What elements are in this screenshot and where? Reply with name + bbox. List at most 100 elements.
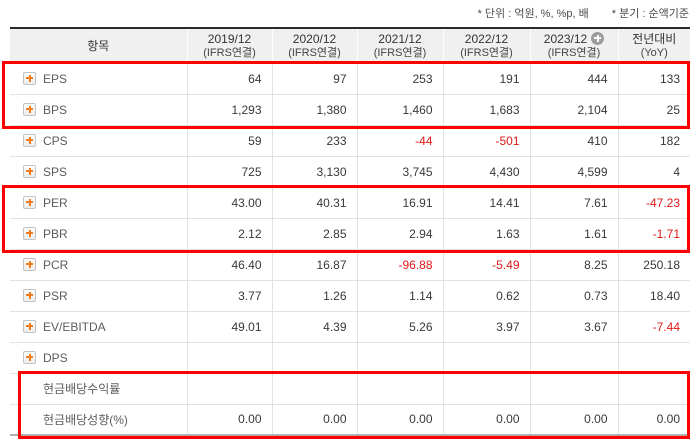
cell: 0.00 (529, 404, 618, 435)
column-header-2021: 2021/12 (IFRS연결) (356, 28, 443, 64)
column-header-2023: 2023/12 (IFRS연결) (529, 28, 618, 64)
expand-row-plus-icon[interactable] (23, 350, 36, 364)
cell: 133 (617, 63, 690, 95)
expand-row-plus-icon[interactable] (23, 71, 36, 85)
cell: 49.01 (186, 311, 272, 343)
column-header-2020: 2020/12 (IFRS연결) (271, 28, 357, 64)
cell: 1.63 (442, 218, 530, 250)
row-label: CPS (43, 133, 68, 148)
cell: 0.00 (617, 404, 690, 435)
financial-ratio-table-wrap: 항목 2019/12 (IFRS연결) 2020/12 (IFRS연결) 202… (10, 27, 690, 436)
row-label: BPS (43, 102, 68, 117)
cell: -5.49 (442, 249, 530, 281)
cell (186, 342, 272, 374)
cell: 7.61 (529, 187, 618, 219)
column-header-item: 항목 (10, 28, 187, 64)
cell: 0.73 (529, 280, 618, 312)
unit-note: * 단위 : 억원, %, %p, 배 (477, 8, 589, 20)
cell: 410 (529, 125, 618, 157)
cell: 1,683 (442, 94, 530, 126)
row-label: 현금배당수익률 (43, 382, 121, 396)
row-label: EV/EBITDA (43, 319, 106, 334)
column-header-2022: 2022/12 (IFRS연결) (442, 28, 530, 64)
cell: -47.23 (617, 187, 690, 219)
cell: 25 (617, 94, 690, 126)
table-row-cash-dividend-payout: 현금배당성향(%) 0.00 0.00 0.00 0.00 0.00 0.00 (10, 404, 690, 435)
column-header-2019: 2019/12 (IFRS연결) (186, 28, 272, 64)
cell: 0.62 (442, 280, 530, 312)
cell: 444 (529, 63, 618, 95)
cell: 18.40 (617, 280, 690, 312)
cell: 1.26 (271, 280, 357, 312)
cell (271, 342, 357, 374)
cell: 59 (186, 125, 272, 157)
cell (356, 342, 443, 374)
table-row-ev-ebitda: EV/EBITDA 49.01 4.39 5.26 3.97 3.67 -7.4… (10, 311, 690, 343)
cell: 725 (186, 156, 272, 188)
cell: 64 (186, 63, 272, 95)
cell: 14.41 (442, 187, 530, 219)
cell: 40.31 (271, 187, 357, 219)
cell: 2,104 (529, 94, 618, 126)
cell: 2.94 (356, 218, 443, 250)
table-row-cash-dividend-yield: 현금배당수익률 (10, 373, 690, 405)
cell: 2.85 (271, 218, 357, 250)
cell: -1.71 (617, 218, 690, 250)
cell: 4,430 (442, 156, 530, 188)
cell: 191 (442, 63, 530, 95)
table-row-per: PER 43.00 40.31 16.91 14.41 7.61 -47.23 (10, 187, 690, 219)
cell: 43.00 (186, 187, 272, 219)
expand-row-plus-icon[interactable] (23, 257, 36, 271)
cell: 1,460 (356, 94, 443, 126)
cell: -501 (442, 125, 530, 157)
cell (271, 373, 357, 405)
cell (186, 373, 272, 405)
row-label: DPS (43, 350, 68, 365)
cell: 97 (271, 63, 357, 95)
table-row-pbr: PBR 2.12 2.85 2.94 1.63 1.61 -1.71 (10, 218, 690, 250)
expand-row-plus-icon[interactable] (23, 133, 36, 147)
cell: 3.67 (529, 311, 618, 343)
row-label: SPS (43, 164, 68, 179)
add-period-button plus-circle-icon[interactable] (591, 31, 605, 45)
cell: 16.91 (356, 187, 443, 219)
cell: 4 (617, 156, 690, 188)
cell: 182 (617, 125, 690, 157)
column-header-yoy: 전년대비 (YoY) (617, 28, 690, 64)
cell: 0.00 (442, 404, 530, 435)
cell (442, 373, 530, 405)
cell: 0.00 (271, 404, 357, 435)
row-label: PBR (43, 226, 68, 241)
row-label: PSR (43, 288, 68, 303)
cell (442, 342, 530, 374)
table-row-dps: DPS (10, 342, 690, 374)
basis-note: * 분기 : 순액기준 (611, 8, 689, 20)
table-notes: * 단위 : 억원, %, %p, 배 * 분기 : 순액기준 (458, 5, 689, 21)
cell: 3.77 (186, 280, 272, 312)
table-row-cps: CPS 59 233 -44 -501 410 182 (10, 125, 690, 157)
cell: 3,130 (271, 156, 357, 188)
row-label: EPS (43, 71, 68, 86)
table-row-bps: BPS 1,293 1,380 1,460 1,683 2,104 25 (10, 94, 690, 126)
table-row-sps: SPS 725 3,130 3,745 4,430 4,599 4 (10, 156, 690, 188)
cell: -96.88 (356, 249, 443, 281)
table-row-pcr: PCR 46.40 16.87 -96.88 -5.49 8.25 250.18 (10, 249, 690, 281)
expand-row-plus-icon[interactable] (23, 164, 36, 178)
expand-row-plus-icon[interactable] (23, 102, 36, 116)
cell (617, 342, 690, 374)
cell: 0.00 (356, 404, 443, 435)
table-row-psr: PSR 3.77 1.26 1.14 0.62 0.73 18.40 (10, 280, 690, 312)
cell: 1.61 (529, 218, 618, 250)
expand-row-plus-icon[interactable] (23, 226, 36, 240)
cell: 3,745 (356, 156, 443, 188)
cell (529, 373, 618, 405)
cell: 0.00 (186, 404, 272, 435)
row-label: 현금배당성향(%) (43, 412, 128, 427)
row-label: PER (43, 195, 68, 210)
expand-row-plus-icon[interactable] (23, 288, 36, 302)
cell: 5.26 (356, 311, 443, 343)
cell: 4.39 (271, 311, 357, 343)
expand-row-plus-icon[interactable] (23, 195, 36, 209)
cell: 4,599 (529, 156, 618, 188)
expand-row-plus-icon[interactable] (23, 319, 36, 333)
